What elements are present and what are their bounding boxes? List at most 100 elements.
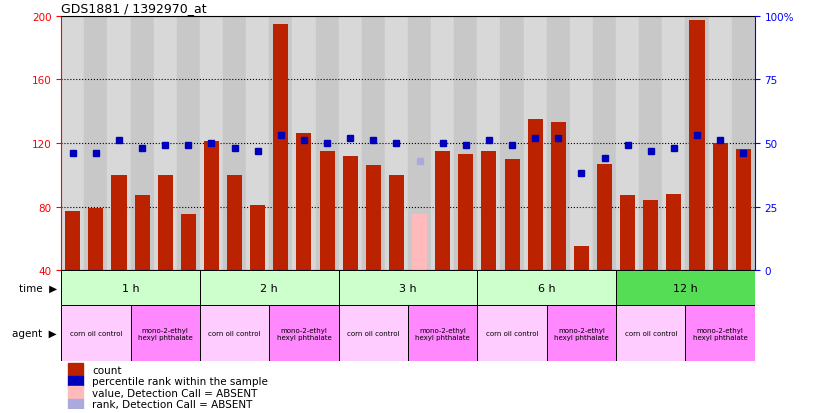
Bar xyxy=(61,17,84,271)
Text: corn oil control: corn oil control xyxy=(486,330,539,337)
Text: 12 h: 12 h xyxy=(673,283,698,293)
Bar xyxy=(593,17,616,271)
Text: corn oil control: corn oil control xyxy=(347,330,400,337)
Bar xyxy=(292,17,316,271)
Bar xyxy=(667,195,681,271)
Text: value, Detection Call = ABSENT: value, Detection Call = ABSENT xyxy=(92,388,258,398)
Bar xyxy=(435,152,450,271)
Bar xyxy=(84,17,108,271)
Bar xyxy=(68,386,83,399)
Text: GDS1881 / 1392970_at: GDS1881 / 1392970_at xyxy=(61,2,206,15)
Bar xyxy=(68,377,83,386)
Bar xyxy=(339,271,477,306)
Bar xyxy=(712,143,728,271)
Bar xyxy=(135,196,149,271)
Bar xyxy=(597,164,612,271)
Text: mono-2-ethyl
hexyl phthalate: mono-2-ethyl hexyl phthalate xyxy=(554,327,609,340)
Bar xyxy=(316,17,339,271)
Bar xyxy=(131,17,153,271)
Bar xyxy=(389,175,404,271)
Bar xyxy=(227,175,242,271)
Bar xyxy=(547,306,616,361)
Bar xyxy=(481,152,496,271)
Text: mono-2-ethyl
hexyl phthalate: mono-2-ethyl hexyl phthalate xyxy=(415,327,470,340)
Bar xyxy=(61,271,200,306)
Bar xyxy=(200,306,269,361)
Bar xyxy=(524,17,547,271)
Bar xyxy=(616,271,755,306)
Text: mono-2-ethyl
hexyl phthalate: mono-2-ethyl hexyl phthalate xyxy=(138,327,193,340)
Bar xyxy=(736,150,751,271)
Bar xyxy=(223,17,246,271)
Bar xyxy=(65,212,80,271)
Bar xyxy=(366,166,381,271)
Bar xyxy=(273,24,288,271)
Text: 6 h: 6 h xyxy=(538,283,556,293)
Bar xyxy=(528,120,543,271)
Bar xyxy=(616,306,685,361)
Bar xyxy=(296,134,312,271)
Bar xyxy=(68,399,83,409)
Bar xyxy=(477,271,616,306)
Bar xyxy=(504,159,520,271)
Bar xyxy=(181,215,196,271)
Bar xyxy=(269,17,292,271)
Text: time  ▶: time ▶ xyxy=(19,283,57,293)
Bar xyxy=(685,306,755,361)
Bar xyxy=(455,17,477,271)
Bar xyxy=(459,154,473,271)
Bar xyxy=(708,17,732,271)
Bar xyxy=(246,17,269,271)
Bar xyxy=(269,306,339,361)
Bar xyxy=(431,17,455,271)
Bar xyxy=(200,17,223,271)
Bar xyxy=(61,306,131,361)
Bar xyxy=(620,196,635,271)
Text: agent  ▶: agent ▶ xyxy=(12,328,57,339)
Bar xyxy=(157,175,173,271)
Bar xyxy=(68,363,83,377)
Bar xyxy=(616,17,639,271)
Text: mono-2-ethyl
hexyl phthalate: mono-2-ethyl hexyl phthalate xyxy=(693,327,747,340)
Text: percentile rank within the sample: percentile rank within the sample xyxy=(92,376,268,386)
Bar xyxy=(570,17,593,271)
Bar xyxy=(732,17,755,271)
Text: 1 h: 1 h xyxy=(122,283,140,293)
Text: mono-2-ethyl
hexyl phthalate: mono-2-ethyl hexyl phthalate xyxy=(277,327,331,340)
Text: corn oil control: corn oil control xyxy=(69,330,122,337)
Text: corn oil control: corn oil control xyxy=(624,330,677,337)
Bar xyxy=(339,306,408,361)
Bar xyxy=(685,17,708,271)
Bar xyxy=(112,175,126,271)
Bar xyxy=(547,17,570,271)
Text: 2 h: 2 h xyxy=(260,283,278,293)
Bar xyxy=(320,152,335,271)
Text: count: count xyxy=(92,365,122,375)
Bar xyxy=(408,17,431,271)
Bar xyxy=(551,123,565,271)
Bar xyxy=(574,247,589,271)
Bar xyxy=(343,156,357,271)
Text: corn oil control: corn oil control xyxy=(208,330,261,337)
Bar xyxy=(131,306,200,361)
Bar xyxy=(153,17,177,271)
Bar xyxy=(663,17,685,271)
Bar xyxy=(639,17,663,271)
Bar xyxy=(408,306,477,361)
Bar xyxy=(200,271,339,306)
Text: rank, Detection Call = ABSENT: rank, Detection Call = ABSENT xyxy=(92,399,253,409)
Bar xyxy=(477,17,500,271)
Bar xyxy=(177,17,200,271)
Bar xyxy=(412,215,427,271)
Bar xyxy=(385,17,408,271)
Bar xyxy=(204,142,219,271)
Bar xyxy=(88,209,104,271)
Bar xyxy=(251,205,265,271)
Bar xyxy=(361,17,385,271)
Bar xyxy=(477,306,547,361)
Bar xyxy=(643,201,659,271)
Bar xyxy=(108,17,131,271)
Bar xyxy=(690,21,704,271)
Bar xyxy=(500,17,524,271)
Bar xyxy=(339,17,361,271)
